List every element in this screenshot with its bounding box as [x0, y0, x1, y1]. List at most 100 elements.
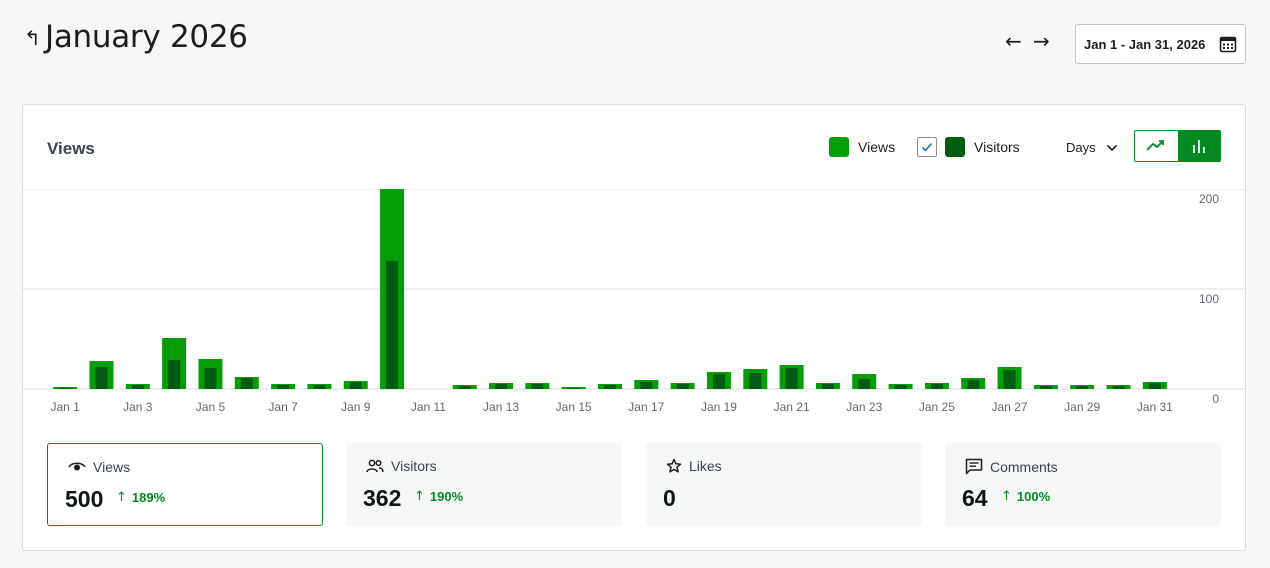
views-swatch: [829, 137, 849, 157]
bar-visitors[interactable]: [204, 368, 217, 389]
legend-views: Views: [829, 137, 895, 157]
bar-visitors[interactable]: [386, 261, 399, 389]
bar-visitors[interactable]: [967, 380, 980, 389]
x-tick-label: Jan 19: [701, 400, 737, 414]
bar-visitors[interactable]: [349, 382, 362, 389]
bar-visitors[interactable]: [59, 388, 72, 389]
y-tick-label: 200: [1199, 192, 1219, 206]
stat-value: 64: [962, 485, 988, 511]
stat-label: Likes: [689, 458, 722, 474]
visitors-checkbox[interactable]: [917, 137, 937, 157]
arrow-right-icon[interactable]: →: [1033, 29, 1050, 53]
stat-change-value: 100%: [1016, 489, 1051, 504]
eye-icon: [68, 462, 86, 471]
x-tick-label: Jan 9: [341, 400, 371, 414]
comment-icon: [965, 458, 983, 475]
views-chart: 0 100 200 Jan 1 Jan 3 Jan 5 Jan 7 Jan 9 Jan 11 Ja…: [23, 189, 1245, 429]
arrow-left-icon[interactable]: ←: [1005, 29, 1022, 53]
x-tick-label: Jan 17: [628, 400, 664, 414]
bar-visitors[interactable]: [277, 385, 290, 389]
stat-tile-comments[interactable]: Comments 64 ↑ 100%: [945, 443, 1221, 526]
bar-visitors[interactable]: [640, 382, 653, 389]
bar-visitors[interactable]: [1112, 386, 1125, 389]
chart-title: Views: [47, 139, 95, 158]
bar-visitors[interactable]: [567, 388, 580, 389]
bar-visitors[interactable]: [240, 378, 253, 389]
bar-visitors[interactable]: [604, 385, 616, 389]
x-tick-label: Jan 5: [196, 400, 226, 414]
x-tick-label: Jan 29: [1064, 400, 1100, 414]
x-tick-label: Jan 11: [411, 400, 446, 414]
bar-chart-icon: [1192, 140, 1205, 153]
legend-visitors[interactable]: Visitors: [917, 137, 1020, 157]
date-range-picker[interactable]: Jan 1 - Jan 31, 2026: [1075, 24, 1246, 64]
bar-visitors[interactable]: [458, 386, 471, 389]
chart-type-toggle: [1134, 130, 1221, 162]
bar-visitors[interactable]: [1148, 383, 1161, 389]
x-tick-label: Jan 15: [556, 400, 592, 414]
arrow-up-icon: ↑: [414, 489, 425, 504]
bar-visitors[interactable]: [712, 374, 725, 389]
period-select-value: Days: [1066, 140, 1096, 155]
stat-change-value: 190%: [429, 489, 464, 504]
stat-tile-likes[interactable]: Likes 0: [646, 443, 922, 526]
bar-visitors[interactable]: [1039, 386, 1052, 389]
star-icon: [666, 458, 682, 473]
arrow-up-icon: ↑: [1001, 489, 1012, 504]
bar-visitors[interactable]: [785, 368, 798, 389]
x-tick-label: Jan 21: [774, 400, 810, 414]
x-tick-label: Jan 27: [992, 400, 1028, 414]
visitors-swatch: [945, 137, 965, 157]
bar-visitors[interactable]: [821, 384, 834, 389]
checkmark-icon: [921, 142, 933, 152]
stats-card: Views Views Visitors Days: [22, 104, 1246, 551]
stat-tile-views[interactable]: Views 500 ↑ 189%: [47, 443, 323, 526]
bar-visitors[interactable]: [531, 384, 544, 389]
bar-visitors[interactable]: [1076, 386, 1089, 389]
stat-tile-visitors[interactable]: Visitors 362 ↑ 190%: [346, 443, 622, 526]
stat-value: 362: [363, 485, 402, 511]
x-tick-label: Jan 1: [50, 400, 80, 414]
stat-label: Views: [93, 459, 131, 475]
bar-visitors[interactable]: [858, 379, 871, 389]
bar-visitors[interactable]: [749, 373, 762, 389]
bar-chart-button[interactable]: [1177, 131, 1220, 161]
undo-arrow-icon[interactable]: ↰: [24, 26, 41, 50]
line-chart-icon: [1146, 140, 1165, 151]
chevron-down-icon: [1106, 144, 1117, 151]
page-title: January 2026: [45, 19, 248, 55]
period-select[interactable]: Days: [1066, 140, 1118, 155]
x-tick-label: Jan 7: [268, 400, 298, 414]
bar-visitors[interactable]: [131, 385, 144, 389]
stat-value: 0: [663, 485, 676, 511]
bar-visitors[interactable]: [676, 384, 689, 389]
stat-change: ↑ 190%: [414, 489, 463, 504]
stat-label: Comments: [990, 458, 1058, 475]
bar-visitors[interactable]: [168, 360, 181, 389]
bar-visitors[interactable]: [313, 385, 326, 389]
x-tick-label: Jan 13: [483, 400, 519, 414]
stat-change-value: 189%: [131, 490, 166, 505]
arrow-up-icon: ↑: [116, 490, 127, 505]
bar-visitors[interactable]: [894, 385, 907, 389]
chart-svg: 0 100 200 Jan 1 Jan 3 Jan 5 Jan 7 Jan 9 Jan 11 Ja…: [23, 189, 1245, 414]
bar-visitors[interactable]: [95, 367, 108, 389]
stat-change: ↑ 189%: [116, 490, 165, 505]
people-icon: [366, 459, 384, 473]
legend-views-label: Views: [858, 139, 896, 155]
bar-visitors[interactable]: [930, 384, 943, 389]
line-chart-button[interactable]: [1135, 131, 1178, 161]
x-tick-label: Jan 31: [1137, 400, 1173, 414]
y-tick-label: 100: [1199, 292, 1219, 306]
stat-change: ↑ 100%: [1001, 489, 1050, 504]
x-tick-label: Jan 23: [846, 400, 882, 414]
legend-visitors-label: Visitors: [974, 139, 1020, 155]
bar-visitors[interactable]: [495, 384, 508, 389]
y-tick-label: 0: [1212, 392, 1219, 406]
x-tick-label: Jan 3: [123, 400, 153, 414]
bar-visitors[interactable]: [1003, 370, 1016, 389]
date-range-label: Jan 1 - Jan 31, 2026: [1084, 36, 1206, 52]
x-tick-label: Jan 25: [919, 400, 955, 414]
stat-value: 500: [65, 486, 104, 512]
stat-label: Visitors: [391, 458, 437, 474]
